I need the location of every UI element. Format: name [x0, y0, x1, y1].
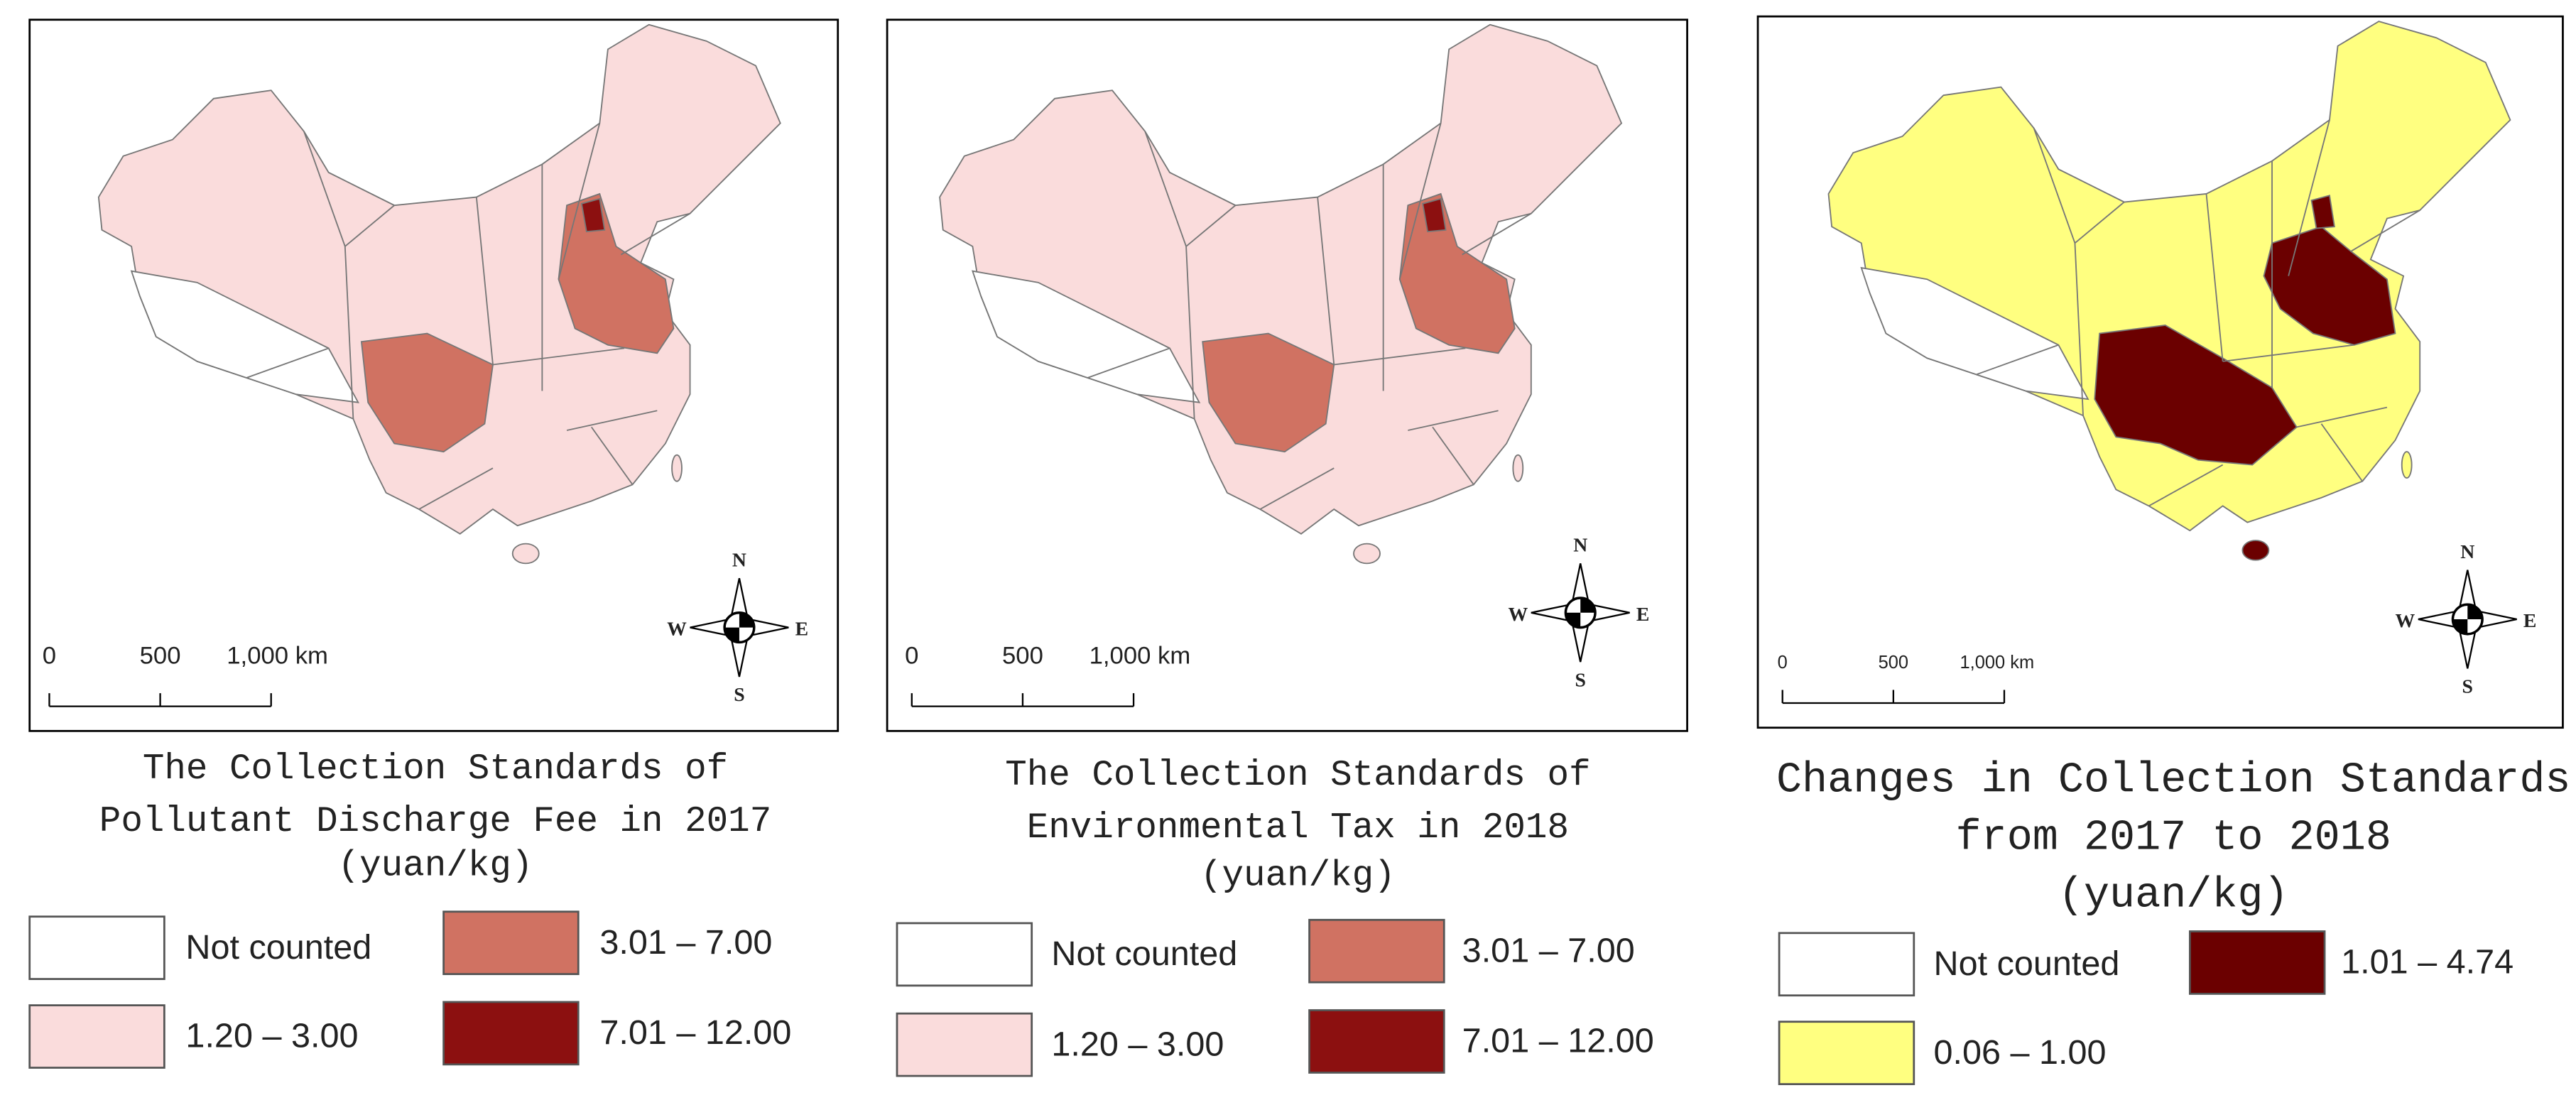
legend-label: Not counted [185, 928, 371, 967]
legend-swatch [896, 1012, 1033, 1077]
scale-label: 1,000 km [1089, 642, 1191, 669]
caption: The Collection Standards of [1005, 756, 1590, 796]
compass-letter: N [1573, 535, 1587, 557]
legend-label: 3.01 – 7.00 [599, 923, 772, 962]
caption: (yuan/kg) [2058, 872, 2289, 920]
map [97, 23, 781, 565]
scale-label: 500 [140, 642, 181, 669]
compass-letter: W [2396, 610, 2415, 632]
legend-swatch [1308, 1009, 1445, 1074]
legend-swatch [2188, 930, 2326, 995]
legend-swatch [1308, 918, 1445, 984]
scale-label: 500 [1879, 653, 1908, 673]
compass-letter: N [2460, 541, 2474, 563]
scale-label: 0 [905, 642, 918, 669]
compass-letter: N [732, 549, 746, 571]
scale-label: 1,000 km [1960, 653, 2035, 673]
scale-label: 0 [43, 642, 56, 669]
legend-swatch [28, 1004, 165, 1069]
legend-swatch [896, 922, 1033, 987]
compass-letter: E [1636, 604, 1650, 626]
scale-label: 0 [1778, 653, 1788, 673]
legend-label: 3.01 – 7.00 [1462, 931, 1635, 969]
caption: from 2017 to 2018 [1956, 815, 2391, 863]
legend-swatch [442, 1001, 580, 1066]
scale-label: 1,000 km [227, 642, 328, 669]
compass-letter: S [2462, 676, 2473, 698]
caption: The Collection Standards of [143, 749, 728, 790]
legend-label: Not counted [1934, 945, 2120, 983]
legend-label: 0.06 – 1.00 [1934, 1033, 2107, 1072]
legend-swatch [28, 915, 165, 980]
compass-letter: E [2523, 610, 2537, 632]
compass-letter: E [795, 619, 809, 641]
legend-swatch [442, 910, 580, 976]
caption: Changes in Collection Standards [1776, 757, 2571, 805]
legend-label: 1.20 – 3.00 [1051, 1025, 1224, 1063]
map [1827, 20, 2511, 561]
legend-label: 7.01 – 12.00 [599, 1013, 791, 1052]
legend-swatch [1778, 932, 1915, 997]
compass-letter: W [1508, 604, 1528, 626]
caption: Pollutant Discharge Fee in 2017 [99, 802, 771, 842]
legend-label: 1.01 – 4.74 [2341, 943, 2513, 981]
compass-letter: W [667, 619, 687, 641]
legend-label: 1.20 – 3.00 [185, 1017, 358, 1055]
compass-letter: S [734, 684, 744, 706]
compass-letter: S [1575, 669, 1586, 691]
caption: Environmental Tax in 2018 [1027, 808, 1569, 849]
caption: (yuan/kg) [1200, 856, 1396, 896]
scale-label: 500 [1002, 642, 1043, 669]
legend-label: Not counted [1051, 935, 1237, 973]
legend-label: 7.01 – 12.00 [1462, 1022, 1654, 1060]
map [938, 23, 1623, 565]
caption: (yuan/kg) [338, 846, 533, 886]
legend-swatch [1778, 1020, 1915, 1086]
